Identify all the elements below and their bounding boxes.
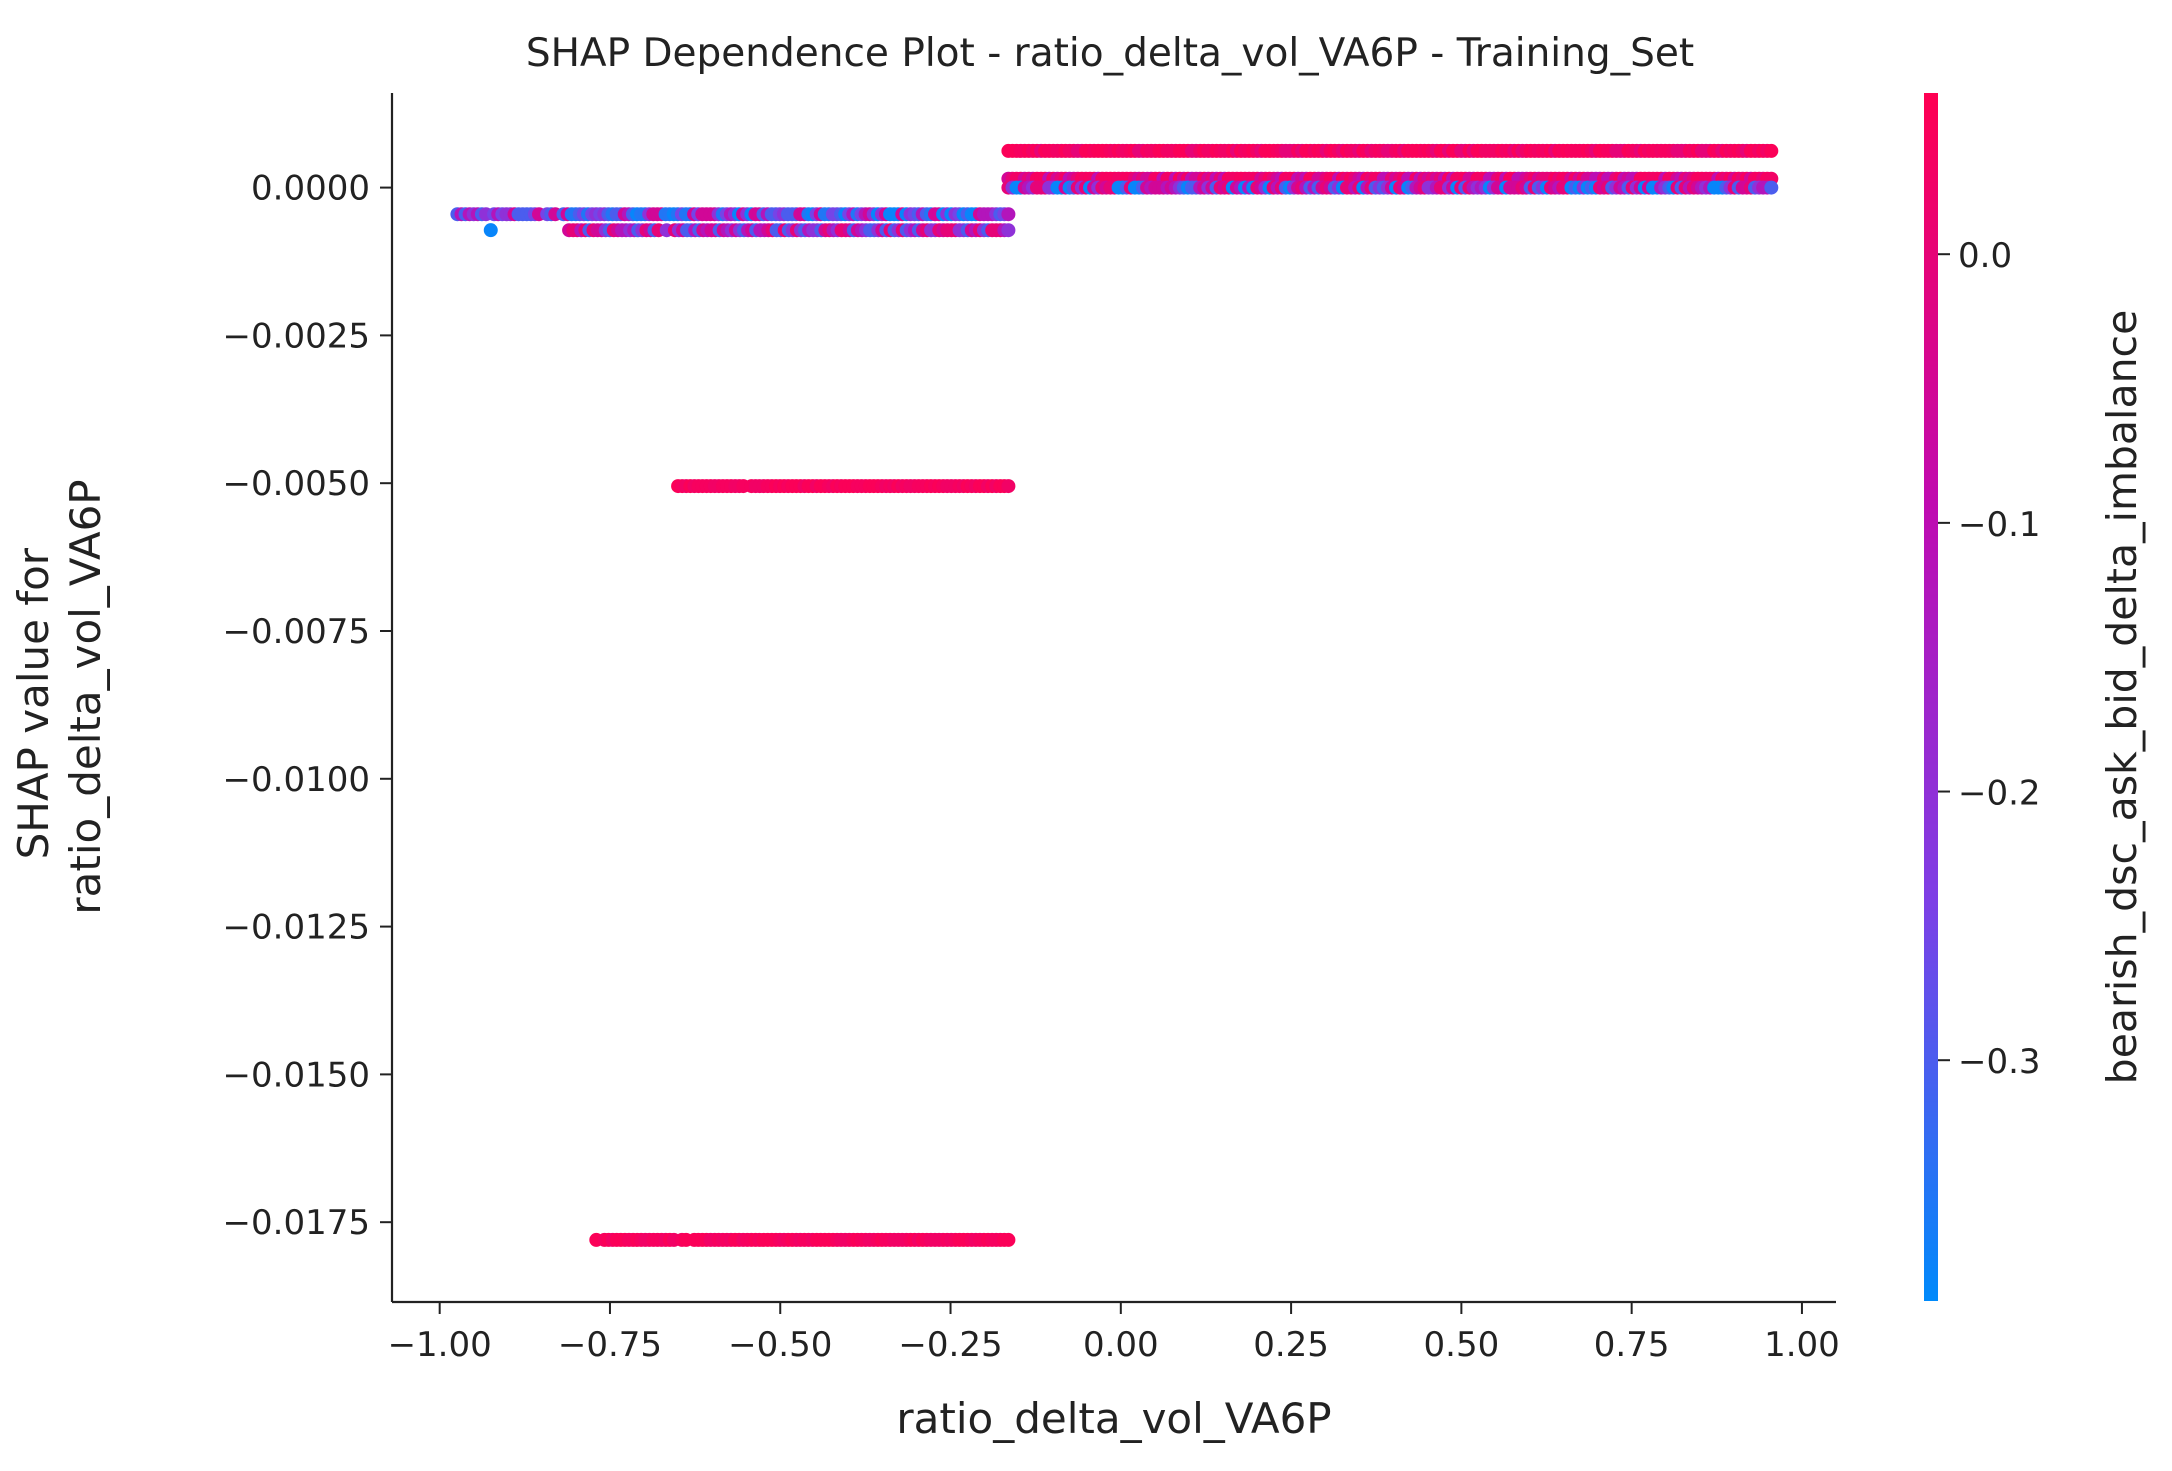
- scatter-point: [1001, 223, 1016, 238]
- colorbar: [1924, 93, 1938, 1301]
- y-axis-label-line-2: ratio_delta_vol_VA6P: [61, 479, 110, 914]
- x-tick-label: 0.25: [1253, 1325, 1329, 1365]
- x-tick-label: −1.00: [388, 1325, 492, 1365]
- colorbar-ticks: 0.0 −0.1 −0.2 −0.3: [1938, 236, 2041, 1082]
- y-tick-label: 0.0000: [251, 169, 370, 209]
- scatter-point: [1764, 143, 1779, 158]
- scatter-point: [1001, 1232, 1016, 1247]
- colorbar-tick-label: −0.2: [1958, 774, 2041, 814]
- y-tick-label: −0.0050: [223, 464, 370, 504]
- scatter-point: [1001, 479, 1016, 494]
- scatter-point: [1764, 180, 1779, 195]
- y-tick-label: −0.0100: [223, 760, 370, 800]
- x-tick-label: 0.75: [1594, 1325, 1670, 1365]
- x-tick-label: −0.25: [898, 1325, 1002, 1365]
- y-tick-label: −0.0150: [223, 1055, 370, 1095]
- scatter-point: [1001, 207, 1016, 222]
- y-axis-ticks: 0.0000 −0.0025 −0.0050 −0.0075 −0.0100 −0.012…: [223, 169, 392, 1243]
- y-tick-label: −0.0175: [223, 1203, 370, 1243]
- y-tick-label: −0.0075: [223, 612, 370, 652]
- colorbar-tick-label: −0.3: [1958, 1042, 2041, 1082]
- y-tick-label: −0.0125: [223, 908, 370, 948]
- colorbar-tick-label: 0.0: [1958, 236, 2012, 276]
- y-tick-label: −0.0025: [223, 316, 370, 356]
- x-tick-label: 0.00: [1083, 1325, 1159, 1365]
- colorbar-label: bearish_dsc_ask_bid_delta_imbalance: [2098, 310, 2146, 1085]
- x-axis-label: ratio_delta_vol_VA6P: [896, 1394, 1331, 1443]
- x-tick-label: 1.00: [1764, 1325, 1840, 1365]
- y-axis-label: SHAP value for ratio_delta_vol_VA6P: [9, 479, 110, 914]
- scatter-points: [450, 143, 1779, 1247]
- chart-title: SHAP Dependence Plot - ratio_delta_vol_V…: [526, 31, 1694, 76]
- x-tick-label: −0.75: [558, 1325, 662, 1365]
- x-tick-label: −0.50: [728, 1325, 832, 1365]
- scatter-point-outlier: [483, 223, 498, 238]
- y-axis-label-line-1: SHAP value for: [9, 547, 58, 859]
- x-tick-label: 0.50: [1424, 1325, 1500, 1365]
- colorbar-tick-label: −0.1: [1958, 505, 2041, 545]
- x-axis-ticks: −1.00 −0.75 −0.50 −0.25 0.00 0.25 0.50 0.75 1.00: [388, 1302, 1840, 1365]
